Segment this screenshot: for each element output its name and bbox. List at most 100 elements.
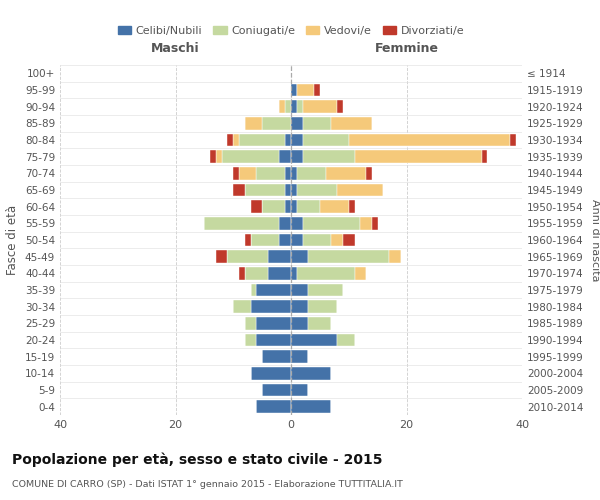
Bar <box>245 117 262 130</box>
Bar <box>291 217 302 230</box>
Bar <box>326 167 366 179</box>
Bar <box>291 350 308 363</box>
Bar <box>239 267 245 280</box>
Bar <box>291 84 297 96</box>
Bar <box>308 284 343 296</box>
Bar <box>291 184 297 196</box>
Bar <box>291 334 337 346</box>
Bar <box>343 234 355 246</box>
Y-axis label: Fasce di età: Fasce di età <box>7 205 19 275</box>
Bar <box>297 100 302 113</box>
Bar <box>291 100 297 113</box>
Bar <box>331 117 372 130</box>
Text: Popolazione per età, sesso e stato civile - 2015: Popolazione per età, sesso e stato civil… <box>12 452 383 467</box>
Bar <box>331 234 343 246</box>
Bar <box>245 267 268 280</box>
Bar <box>233 184 245 196</box>
Bar <box>355 267 366 280</box>
Bar <box>216 250 227 263</box>
Bar <box>291 284 308 296</box>
Bar <box>291 234 302 246</box>
Bar <box>245 334 256 346</box>
Bar <box>262 384 291 396</box>
Bar <box>308 317 331 330</box>
Bar <box>256 334 291 346</box>
Bar <box>366 167 372 179</box>
Bar <box>285 167 291 179</box>
Bar <box>320 200 349 213</box>
Bar <box>337 100 343 113</box>
Bar <box>291 200 297 213</box>
Bar <box>297 267 355 280</box>
Bar <box>302 117 331 130</box>
Bar <box>233 300 251 313</box>
Bar <box>308 300 337 313</box>
Bar <box>302 100 337 113</box>
Bar <box>256 167 285 179</box>
Bar <box>239 167 256 179</box>
Bar <box>302 134 349 146</box>
Bar <box>302 234 331 246</box>
Bar <box>262 117 291 130</box>
Bar <box>285 184 291 196</box>
Bar <box>285 200 291 213</box>
Bar <box>227 250 268 263</box>
Bar <box>297 84 314 96</box>
Bar <box>337 184 383 196</box>
Bar <box>280 217 291 230</box>
Bar <box>210 150 216 163</box>
Bar <box>355 150 482 163</box>
Bar <box>389 250 401 263</box>
Bar <box>251 284 256 296</box>
Bar <box>291 134 302 146</box>
Bar <box>251 367 291 380</box>
Bar <box>291 300 308 313</box>
Bar <box>291 400 331 413</box>
Bar <box>297 167 326 179</box>
Bar <box>349 134 511 146</box>
Bar <box>256 284 291 296</box>
Bar <box>291 117 302 130</box>
Bar <box>233 134 239 146</box>
Bar <box>291 384 308 396</box>
Bar <box>245 317 256 330</box>
Bar <box>285 100 291 113</box>
Bar <box>280 100 285 113</box>
Bar <box>280 150 291 163</box>
Bar <box>291 250 308 263</box>
Bar <box>302 217 360 230</box>
Bar <box>297 200 320 213</box>
Bar <box>285 134 291 146</box>
Bar <box>222 150 280 163</box>
Bar <box>251 234 280 246</box>
Text: Femmine: Femmine <box>374 42 439 55</box>
Text: COMUNE DI CARRO (SP) - Dati ISTAT 1° gennaio 2015 - Elaborazione TUTTITALIA.IT: COMUNE DI CARRO (SP) - Dati ISTAT 1° gen… <box>12 480 403 489</box>
Bar <box>349 200 355 213</box>
Bar <box>291 167 297 179</box>
Bar <box>482 150 487 163</box>
Bar <box>511 134 516 146</box>
Bar <box>372 217 377 230</box>
Bar <box>337 334 355 346</box>
Bar <box>360 217 372 230</box>
Bar <box>239 134 285 146</box>
Bar <box>308 250 389 263</box>
Bar <box>268 250 291 263</box>
Bar <box>256 400 291 413</box>
Bar <box>262 200 285 213</box>
Y-axis label: Anni di nascita: Anni di nascita <box>590 198 600 281</box>
Bar <box>291 367 331 380</box>
Bar <box>205 217 280 230</box>
Bar <box>245 184 285 196</box>
Legend: Celibi/Nubili, Coniugati/e, Vedovi/e, Divorziati/e: Celibi/Nubili, Coniugati/e, Vedovi/e, Di… <box>113 22 469 40</box>
Bar <box>268 267 291 280</box>
Bar <box>291 150 302 163</box>
Bar <box>302 150 355 163</box>
Bar <box>280 234 291 246</box>
Bar <box>262 350 291 363</box>
Bar <box>251 200 262 213</box>
Bar <box>297 184 337 196</box>
Bar <box>245 234 251 246</box>
Bar <box>216 150 222 163</box>
Text: Maschi: Maschi <box>151 42 200 55</box>
